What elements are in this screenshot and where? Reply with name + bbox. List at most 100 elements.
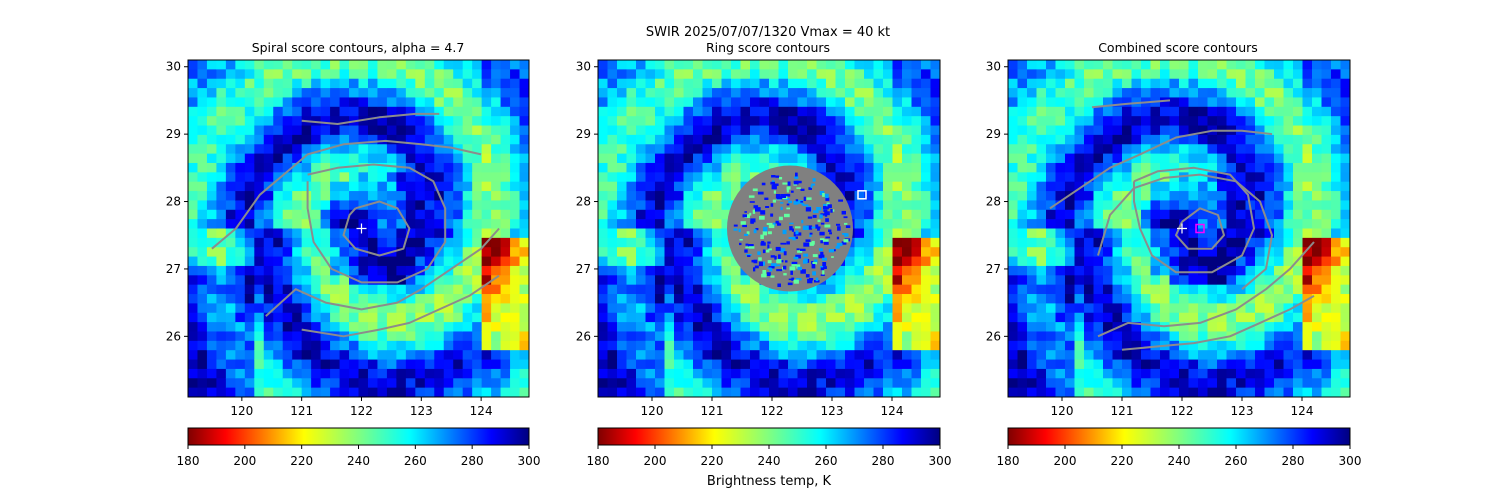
heat-cell — [405, 200, 416, 211]
heat-cell — [702, 350, 713, 361]
heat-cell — [358, 97, 369, 108]
heat-cell — [377, 368, 388, 379]
heat-cell — [921, 275, 932, 286]
heat-cell — [598, 191, 609, 202]
heat-cell — [405, 294, 416, 304]
heat-cell — [1046, 172, 1057, 183]
heat-cell — [835, 294, 846, 304]
heat-cell — [1027, 312, 1038, 323]
panel-combined: Combined score contours 120 121 122 123 124 … — [986, 40, 1362, 468]
heat-cell — [1065, 359, 1076, 370]
heat-cell — [1055, 237, 1066, 248]
heat-cell — [1179, 78, 1190, 89]
heat-cell — [349, 209, 360, 220]
heat-cell — [339, 60, 350, 70]
heat-cell — [1245, 275, 1256, 286]
heat-cell — [330, 331, 341, 342]
heat-cell — [1027, 228, 1038, 239]
ring-score-speck — [814, 280, 820, 283]
heat-cell — [244, 116, 255, 127]
heat-cell — [396, 88, 407, 99]
heat-cell — [807, 284, 818, 295]
heat-cell — [873, 60, 884, 70]
heat-cell — [320, 172, 331, 183]
heat-cell — [1036, 78, 1047, 89]
heat-cell — [443, 303, 454, 314]
ring-score-speck — [805, 274, 810, 278]
ring-score-speck — [803, 253, 809, 257]
heat-cell — [712, 331, 723, 342]
heat-cell — [626, 219, 637, 230]
heat-cell — [386, 69, 397, 80]
heat-cell — [462, 265, 473, 276]
heat-cell — [1331, 144, 1342, 155]
heat-cell — [892, 340, 903, 351]
ring-score-speck — [789, 266, 796, 271]
heat-cell — [481, 219, 492, 230]
ring-score-speck — [754, 265, 759, 269]
heat-cell — [1179, 134, 1190, 145]
heat-cell — [1027, 378, 1038, 389]
heat-cell — [320, 134, 331, 145]
heat-cell — [197, 247, 208, 258]
heat-cell — [510, 153, 521, 164]
heat-cell — [1188, 237, 1199, 248]
ring-score-speck — [820, 267, 825, 271]
heat-cell — [845, 134, 856, 145]
heat-cell — [1340, 88, 1350, 99]
heat-cell — [244, 303, 255, 314]
heat-cell — [472, 106, 483, 117]
heat-cell — [263, 368, 274, 379]
heat-cell — [1255, 378, 1266, 389]
heat-cell — [797, 125, 808, 136]
heat-cell — [1226, 359, 1237, 370]
heat-cell — [930, 97, 940, 108]
heat-cell — [519, 116, 529, 127]
heat-cell — [405, 191, 416, 202]
heat-cell — [462, 359, 473, 370]
heat-cell — [434, 134, 445, 145]
heat-cell — [453, 340, 464, 351]
panel-title: Ring score contours — [706, 40, 830, 55]
heat-cell — [188, 237, 199, 248]
heat-cell — [292, 88, 303, 99]
heat-cell — [1112, 247, 1123, 258]
heat-cell — [607, 322, 618, 333]
ring-score-speck — [768, 224, 775, 229]
heat-cell — [367, 106, 379, 117]
heat-cell — [396, 172, 407, 183]
heat-cell — [1245, 303, 1256, 314]
heat-cell — [750, 303, 761, 314]
heat-cell — [263, 247, 274, 258]
heat-cell — [1255, 275, 1266, 286]
x-tick-label: 123 — [1231, 404, 1254, 418]
heat-cell — [845, 378, 856, 389]
heat-cell — [1112, 340, 1123, 351]
heat-cell — [434, 387, 445, 397]
heat-cell — [1017, 284, 1028, 295]
heat-cell — [415, 219, 426, 230]
heat-cell — [424, 172, 435, 183]
heat-cell — [1055, 78, 1066, 89]
heat-cell — [377, 78, 388, 89]
heat-cell — [188, 294, 199, 304]
heat-cell — [1131, 116, 1142, 127]
heat-cell — [500, 78, 511, 89]
heat-cell — [386, 88, 397, 99]
heat-cell — [282, 303, 293, 314]
heat-cell — [769, 106, 780, 117]
heat-cell — [626, 331, 637, 342]
heat-cell — [731, 181, 742, 192]
heat-cell — [244, 284, 255, 295]
heat-cell — [1188, 60, 1199, 70]
heat-cell — [349, 275, 360, 286]
heat-cell — [1046, 200, 1057, 211]
heat-cell — [617, 228, 628, 239]
heat-cell — [693, 78, 704, 89]
heat-cell — [263, 116, 274, 127]
y-tick-label: 28 — [576, 195, 591, 209]
heat-cell — [500, 284, 511, 295]
heat-cell — [1027, 200, 1038, 211]
heat-cell — [864, 387, 875, 397]
heat-cell — [481, 312, 492, 323]
